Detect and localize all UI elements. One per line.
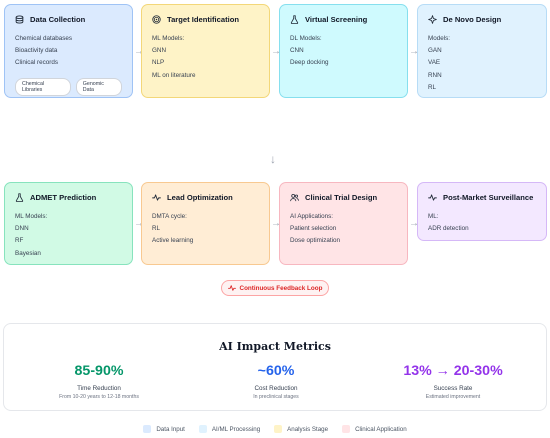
metric-success-rate: 13% → 20-30% Success Rate Estimated impr… xyxy=(363,361,543,400)
metric-sub: Estimated improvement xyxy=(425,394,481,400)
database-icon xyxy=(15,14,24,24)
card-line: Dose optimization xyxy=(290,237,341,245)
users-icon xyxy=(290,193,299,201)
arrow-right-icon: → xyxy=(409,218,419,229)
legend-label: Data Input xyxy=(156,425,185,433)
card-title-text: Lead Optimization xyxy=(167,192,233,202)
card-line: Bayesian xyxy=(15,249,41,257)
legend-item-clinical-application: Clinical Application xyxy=(342,425,407,433)
legend-swatch xyxy=(274,425,283,433)
card-title-text: Target Identification xyxy=(167,14,240,24)
card-data-collection: Data Collection Chemical databases Bioac… xyxy=(4,4,133,98)
card-line: Patient selection xyxy=(290,225,337,233)
legend-label: Clinical Application xyxy=(355,425,407,433)
card-line: GNN xyxy=(152,47,166,55)
card-line: ML: xyxy=(428,213,439,220)
legend-item-analysis-stage: Analysis Stage xyxy=(274,425,328,433)
impact-metrics-panel: AI Impact Metrics 85-90% Time Reduction … xyxy=(3,323,547,411)
metric-label: Success Rate xyxy=(433,385,473,392)
feedback-loop-badge: Continuous Feedback Loop xyxy=(221,280,329,296)
pulse-icon xyxy=(152,193,161,201)
legend-item-data-input: Data Input xyxy=(143,425,185,433)
card-line: Models: xyxy=(428,35,451,42)
card-line: ML on literature xyxy=(152,71,196,79)
pulse-icon xyxy=(428,193,437,201)
impact-title: AI Impact Metrics xyxy=(219,340,331,353)
metric-time-reduction: 85-90% Time Reduction From 10-20 years t… xyxy=(9,361,189,400)
metric-label: Time Reduction xyxy=(77,385,121,392)
card-title-text: Post-Market Surveillance xyxy=(443,192,534,202)
metric-value: 85-90% xyxy=(74,363,124,379)
card-title-text: ADMET Prediction xyxy=(30,192,97,202)
card-line: Chemical databases xyxy=(15,35,73,42)
card-line: Deep docking xyxy=(290,59,329,67)
flask-icon xyxy=(15,192,24,202)
card-line: ADR detection xyxy=(428,225,469,233)
legend-item-ai-ml-processing: AI/ML Processing xyxy=(198,425,261,433)
card-line: AI Applications: xyxy=(290,213,334,220)
metric-sub: From 10-20 years to 12-18 months xyxy=(59,394,139,400)
metric-cost-reduction: ~60% Cost Reduction In preclinical stage… xyxy=(186,361,366,400)
metric-sub: In preclinical stages xyxy=(253,394,299,400)
card-clinical-trial-design: Clinical Trial Design AI Applications: P… xyxy=(279,182,408,265)
card-admet-prediction: ADMET Prediction ML Models: DNN RF Bayes… xyxy=(4,182,133,265)
card-line: RL xyxy=(152,225,161,233)
sparkle-icon xyxy=(428,14,437,24)
arrow-right-icon: → xyxy=(271,46,281,57)
card-line: RNN xyxy=(428,71,442,79)
flask-icon xyxy=(290,14,299,24)
card-de-novo-design: De Novo Design Models: GAN VAE RNN RL xyxy=(417,4,547,98)
legend-swatch xyxy=(143,425,152,433)
legend-swatch xyxy=(198,425,207,433)
arrow-right-icon: → xyxy=(134,218,144,229)
card-title-text: Clinical Trial Design xyxy=(305,192,378,202)
card-post-market-surveillance: Post-Market Surveillance ML: ADR detecti… xyxy=(417,182,547,241)
arrow-right-icon: → xyxy=(409,46,419,57)
arrow-down-icon: ↓ xyxy=(270,152,276,166)
card-line: DNN xyxy=(15,225,29,233)
card-line: Clinical records xyxy=(15,59,59,67)
card-lead-optimization: Lead Optimization DMTA cycle: RL Active … xyxy=(141,182,270,265)
card-line: DMTA cycle: xyxy=(152,213,187,220)
metric-value: 13% → 20-30% xyxy=(403,363,503,379)
card-line: CNN xyxy=(290,47,304,55)
legend-label: AI/ML Processing xyxy=(211,425,261,433)
card-line: RF xyxy=(15,237,24,245)
card-line: Active learning xyxy=(152,237,194,245)
card-line: RL xyxy=(428,83,437,91)
legend-label: Analysis Stage xyxy=(287,425,329,433)
arrow-right-icon: → xyxy=(134,46,144,57)
metric-value: ~60% xyxy=(257,363,295,379)
legend-swatch xyxy=(342,425,351,433)
legend: Data Input AI/ML Processing Analysis Sta… xyxy=(0,425,550,433)
card-target-identification: Target Identification ML Models: GNN NLP… xyxy=(141,4,270,98)
card-virtual-screening: Virtual Screening DL Models: CNN Deep do… xyxy=(279,4,408,98)
card-line: VAE xyxy=(428,59,441,67)
arrow-right-icon: → xyxy=(271,218,281,229)
pulse-icon xyxy=(227,285,236,291)
card-title-text: De Novo Design xyxy=(443,14,502,24)
card-line: GAN xyxy=(428,47,442,55)
card-line: ML Models: xyxy=(152,35,185,42)
tag-genomic-data: Genomic Data xyxy=(75,77,122,96)
target-icon xyxy=(152,14,161,24)
card-title-text: Data Collection xyxy=(30,14,86,24)
feedback-loop-label: Continuous Feedback Loop xyxy=(239,284,323,292)
card-line: DL Models: xyxy=(290,35,322,42)
card-title-text: Virtual Screening xyxy=(305,14,368,24)
card-line: NLP xyxy=(152,59,165,67)
tag-chemical-libraries: Chemical Libraries xyxy=(15,77,71,96)
card-line: ML Models: xyxy=(15,213,48,220)
card-line: Bioactivity data xyxy=(15,47,58,55)
metric-label: Cost Reduction xyxy=(254,385,298,392)
